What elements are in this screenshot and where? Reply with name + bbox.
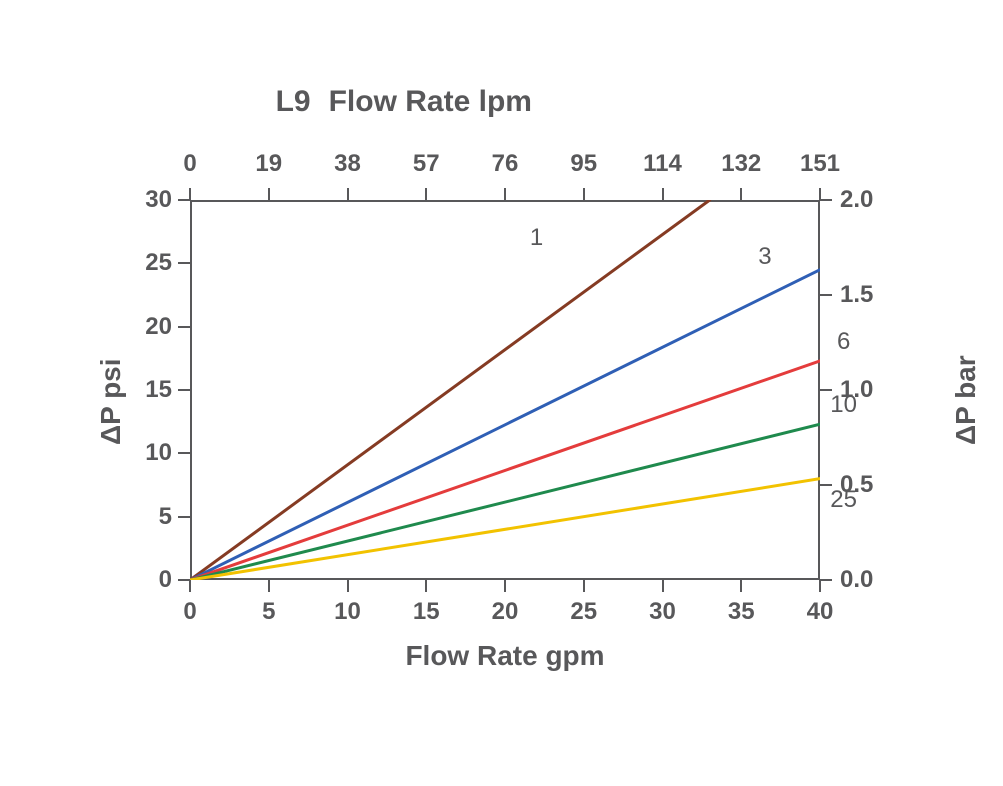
axis-tick: [662, 188, 664, 200]
x-bottom-tick-label: 35: [728, 598, 755, 626]
axis-tick: [178, 579, 190, 581]
axis-tick: [820, 199, 832, 201]
x-bottom-tick-label: 0: [183, 598, 196, 626]
series-label-3: 3: [758, 243, 771, 271]
axis-tick: [178, 452, 190, 454]
axis-tick: [347, 188, 349, 200]
y-left-tick-label: 10: [145, 439, 172, 467]
axis-tick: [425, 188, 427, 200]
series-label-6: 6: [837, 328, 850, 356]
axis-tick: [268, 188, 270, 200]
x-bottom-tick-label: 5: [262, 598, 275, 626]
x-top-tick-label: 114: [643, 150, 682, 178]
x-bottom-tick-label: 15: [413, 598, 440, 626]
series-label-25: 25: [830, 486, 857, 514]
axis-tick: [178, 516, 190, 518]
axis-tick: [268, 580, 270, 592]
axis-tick: [820, 294, 832, 296]
axis-tick: [347, 580, 349, 592]
x-top-tick-label: 76: [492, 150, 519, 178]
axis-tick: [662, 580, 664, 592]
axis-tick: [178, 199, 190, 201]
axis-tick: [504, 188, 506, 200]
y-right-tick-label: 1.5: [840, 281, 873, 309]
axis-tick: [504, 580, 506, 592]
series-label-10: 10: [830, 391, 857, 419]
chart-container: L9 Flow Rate lpm ΔP psi ΔP bar 051015202…: [0, 0, 1003, 786]
bottom-axis-title: Flow Rate gpm: [405, 640, 604, 672]
x-top-tick-label: 0: [183, 150, 196, 178]
x-bottom-tick-label: 10: [334, 598, 361, 626]
series-label-1: 1: [530, 224, 543, 252]
x-top-tick-label: 38: [334, 150, 361, 178]
y-left-tick-label: 20: [145, 313, 172, 341]
axis-tick: [583, 580, 585, 592]
axis-tick: [178, 389, 190, 391]
x-bottom-tick-label: 30: [649, 598, 676, 626]
x-top-tick-label: 132: [721, 150, 761, 178]
y-left-tick-label: 25: [145, 249, 172, 277]
y-left-tick-label: 0: [159, 566, 172, 594]
y-left-tick-label: 15: [145, 376, 172, 404]
y-left-tick-label: 5: [159, 503, 172, 531]
axis-tick: [583, 188, 585, 200]
right-axis-title: ΔP bar: [950, 355, 982, 445]
x-bottom-tick-label: 40: [807, 598, 834, 626]
axis-tick: [820, 579, 832, 581]
left-axis-title: ΔP psi: [95, 358, 127, 445]
x-top-tick-label: 57: [413, 150, 440, 178]
axis-tick: [740, 580, 742, 592]
plot-area: [190, 200, 820, 580]
axis-tick: [425, 580, 427, 592]
x-top-tick-label: 19: [255, 150, 282, 178]
x-top-tick-label: 95: [570, 150, 597, 178]
top-axis-title: Flow Rate lpm: [329, 85, 532, 119]
x-bottom-tick-label: 25: [570, 598, 597, 626]
axis-tick: [189, 580, 191, 592]
y-right-tick-label: 0.0: [840, 566, 873, 594]
x-bottom-tick-label: 20: [492, 598, 519, 626]
y-left-tick-label: 30: [145, 186, 172, 214]
chart-title-prefix: L9: [276, 85, 311, 119]
y-right-tick-label: 2.0: [840, 186, 873, 214]
axis-tick: [819, 580, 821, 592]
axis-tick: [740, 188, 742, 200]
x-top-tick-label: 151: [800, 150, 840, 178]
axis-tick: [178, 262, 190, 264]
axis-tick: [178, 326, 190, 328]
